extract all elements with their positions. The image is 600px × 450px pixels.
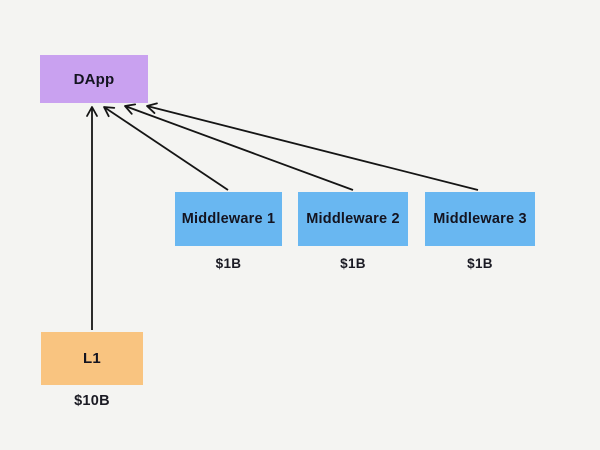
dapp-label: DApp xyxy=(73,70,115,88)
middleware3-label: Middleware 3 xyxy=(433,211,527,227)
l1-label: L1 xyxy=(83,350,101,367)
l1-node: L1 xyxy=(41,332,143,385)
middleware3-node: Middleware 3 xyxy=(425,192,535,246)
edge-middleware3-to-dapp xyxy=(146,102,479,191)
middleware1-node: Middleware 1 xyxy=(175,192,282,246)
l1-value: $10B xyxy=(74,393,110,409)
middleware2-node: Middleware 2 xyxy=(298,192,408,246)
middleware2-label: Middleware 2 xyxy=(306,211,400,227)
middleware1-value: $1B xyxy=(215,256,242,271)
edge-middleware1-to-dapp xyxy=(103,106,229,191)
middleware2-value: $1B xyxy=(340,256,366,271)
middleware1-label: Middleware 1 xyxy=(181,211,276,227)
dapp-node: DApp xyxy=(40,55,148,103)
edge-middleware2-to-dapp xyxy=(124,103,354,191)
middleware3-value: $1B xyxy=(467,256,493,271)
